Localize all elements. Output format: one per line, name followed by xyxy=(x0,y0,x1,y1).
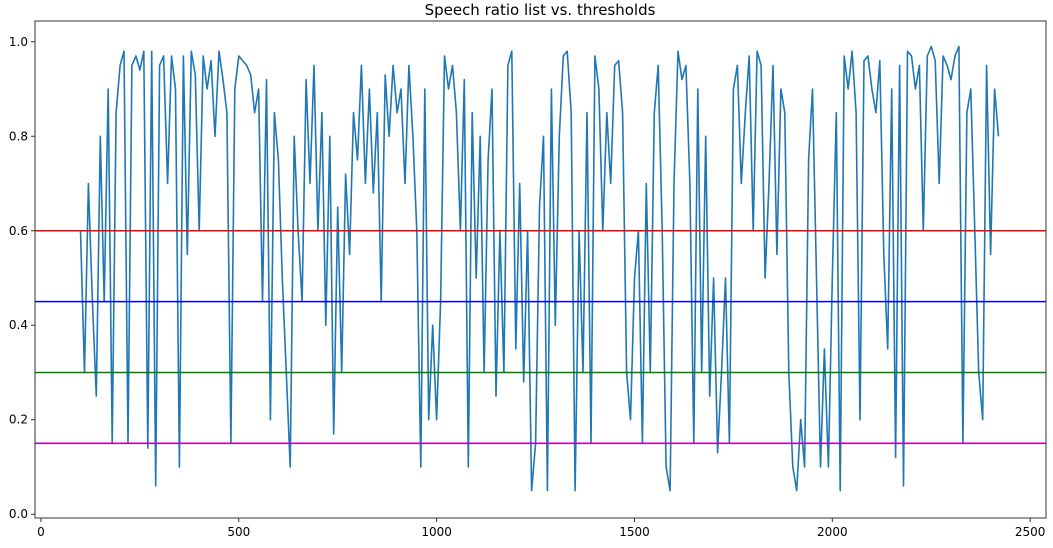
series-line-0 xyxy=(79,45,1000,492)
series-group xyxy=(35,45,1046,492)
y-tick-label: 0.0 xyxy=(9,507,28,521)
y-axis: 0.0 0.2 0.4 0.6 0.8 1.0 xyxy=(9,35,35,521)
y-tick-label: 0.6 xyxy=(9,224,28,238)
y-tick-label: 1.0 xyxy=(9,35,28,49)
x-tick-label: 1000 xyxy=(421,525,452,539)
x-axis: 0 500 1000 1500 2000 2500 xyxy=(37,518,1045,539)
y-tick-label: 0.4 xyxy=(9,318,28,332)
x-tick-label: 0 xyxy=(37,525,45,539)
x-tick-label: 500 xyxy=(227,525,250,539)
plot-frame xyxy=(34,20,1047,519)
x-tick-label: 2500 xyxy=(1015,525,1046,539)
y-tick-label: 0.2 xyxy=(9,413,28,427)
y-tick-label: 0.8 xyxy=(9,129,28,143)
chart-title: Speech ratio list vs. thresholds xyxy=(425,1,656,19)
x-tick-label: 2000 xyxy=(817,525,848,539)
x-tick-label: 1500 xyxy=(619,525,650,539)
